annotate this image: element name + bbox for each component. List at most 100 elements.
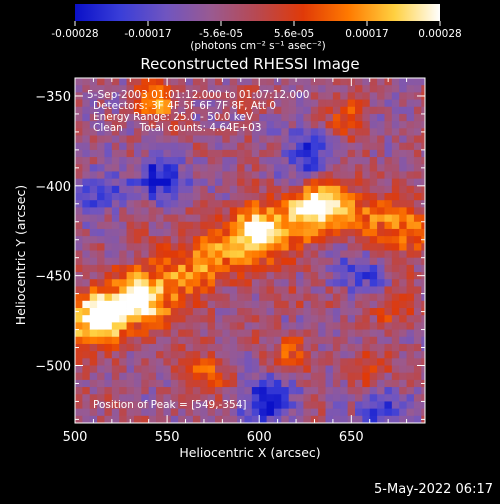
heatmap-cell [229, 315, 238, 323]
heatmap-cell [318, 372, 326, 381]
heatmap-cell [281, 358, 290, 366]
heatmap-cell [310, 207, 319, 215]
heatmap-cell [229, 257, 238, 266]
heatmap-cell [133, 358, 142, 366]
heatmap-cell [75, 193, 83, 201]
heatmap-cell [244, 379, 253, 388]
heatmap-cell [391, 85, 400, 93]
heatmap-cell [347, 272, 356, 280]
heatmap-cell [244, 415, 253, 423]
heatmap-cell [325, 92, 334, 100]
heatmap-cell [251, 293, 260, 302]
heatmap-cell [259, 272, 267, 280]
heatmap-cell [192, 250, 201, 259]
heatmap-cell [244, 221, 253, 230]
heatmap-cell [259, 343, 267, 352]
heatmap-cell [111, 92, 120, 100]
heatmap-cell [384, 387, 393, 395]
heatmap-cell [163, 164, 172, 172]
heatmap-cell [310, 243, 319, 251]
heatmap-cell [156, 214, 164, 223]
heatmap-cell [296, 200, 304, 208]
heatmap-cell [266, 78, 275, 86]
heatmap-cell [303, 128, 312, 136]
heatmap-cell [89, 135, 98, 144]
heatmap-cell [384, 279, 393, 287]
heatmap-cell [185, 128, 194, 136]
chart-title: Reconstructed RHESSI Image [140, 55, 359, 73]
heatmap-cell [391, 121, 400, 129]
heatmap-cell [266, 351, 275, 359]
heatmap-cell [266, 149, 275, 158]
heatmap-cell [259, 250, 267, 259]
heatmap-cell [222, 214, 231, 223]
heatmap-cell [281, 272, 290, 280]
heatmap-cell [207, 372, 216, 381]
heatmap-cell [244, 200, 253, 208]
heatmap-cell [111, 293, 120, 302]
heatmap-cell [391, 228, 400, 237]
heatmap-cell [119, 85, 127, 93]
heatmap-cell [75, 250, 83, 259]
heatmap-cell [369, 106, 378, 115]
heatmap-cell [332, 171, 341, 180]
heatmap-cell [296, 401, 304, 410]
heatmap-cell [296, 221, 304, 230]
heatmap-cell [399, 365, 407, 374]
heatmap-cell [421, 178, 425, 187]
heatmap-cell [126, 315, 135, 323]
heatmap-cell [229, 286, 238, 295]
heatmap-cell [215, 185, 223, 194]
heatmap-cell [355, 408, 363, 417]
heatmap-cell [200, 164, 209, 172]
heatmap-cell [325, 372, 334, 381]
heatmap-cell [399, 214, 407, 223]
heatmap-cell [288, 135, 297, 144]
heatmap-cell [391, 243, 400, 251]
heatmap-cell [377, 178, 385, 187]
heatmap-cell [296, 372, 304, 381]
heatmap-cell [384, 300, 393, 309]
heatmap-cell [222, 164, 231, 172]
heatmap-cell [185, 207, 194, 215]
heatmap-cell [97, 408, 105, 417]
heatmap-cell [406, 372, 415, 381]
heatmap-cell [104, 128, 113, 136]
heatmap-cell [185, 300, 194, 309]
heatmap-cell [325, 121, 334, 129]
heatmap-cell [97, 300, 105, 309]
heatmap-cell [288, 142, 297, 151]
heatmap-cell [97, 415, 105, 423]
heatmap-cell [406, 336, 415, 345]
heatmap-cell [119, 401, 127, 410]
heatmap-cell [148, 250, 157, 259]
heatmap-cell [399, 264, 407, 273]
heatmap-cell [178, 272, 186, 280]
heatmap-cell [207, 128, 216, 136]
heatmap-cell [384, 193, 393, 201]
heatmap-cell [421, 221, 425, 230]
heatmap-cell [355, 221, 363, 230]
heatmap-cell [148, 121, 157, 129]
heatmap-cell [325, 343, 334, 352]
heatmap-cell [355, 264, 363, 273]
heatmap-cell [215, 250, 223, 259]
heatmap-cell [281, 408, 290, 417]
heatmap-cell [318, 92, 326, 100]
heatmap-cell [296, 343, 304, 352]
heatmap-cell [421, 171, 425, 180]
heatmap-cell [192, 228, 201, 237]
heatmap-cell [355, 401, 363, 410]
heatmap-cell [288, 85, 297, 93]
heatmap-cell [82, 272, 91, 280]
heatmap-cell [391, 387, 400, 395]
heatmap-cell [222, 286, 231, 295]
heatmap-cell [384, 365, 393, 374]
heatmap-cell [207, 351, 216, 359]
heatmap-cell [229, 236, 238, 244]
heatmap-cell [229, 171, 238, 180]
heatmap-cell [141, 128, 150, 136]
heatmap-cell [332, 178, 341, 187]
heatmap-cell [251, 250, 260, 259]
heatmap-cell [310, 214, 319, 223]
